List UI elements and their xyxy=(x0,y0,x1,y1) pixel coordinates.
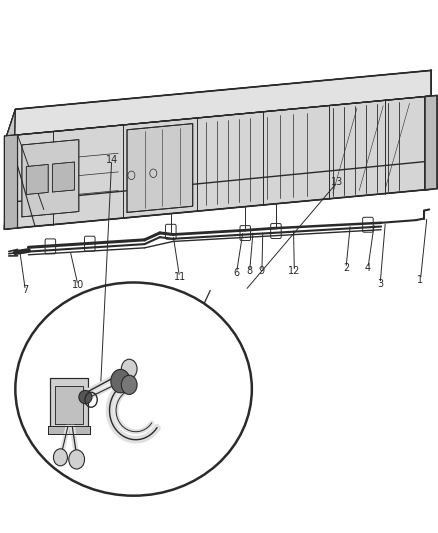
Text: 14: 14 xyxy=(106,155,118,165)
Ellipse shape xyxy=(15,282,252,496)
Text: 4: 4 xyxy=(365,263,371,273)
Text: 3: 3 xyxy=(377,279,383,288)
Polygon shape xyxy=(53,162,74,192)
Text: 2: 2 xyxy=(343,263,349,273)
Text: 11: 11 xyxy=(173,272,186,282)
Text: 13: 13 xyxy=(331,177,343,187)
Polygon shape xyxy=(4,96,431,229)
Circle shape xyxy=(121,359,137,378)
Circle shape xyxy=(69,450,85,469)
Polygon shape xyxy=(26,165,48,195)
Text: 8: 8 xyxy=(247,266,253,276)
Polygon shape xyxy=(7,70,431,136)
Text: 9: 9 xyxy=(259,266,265,276)
Polygon shape xyxy=(4,135,18,229)
Polygon shape xyxy=(22,140,79,217)
Circle shape xyxy=(111,369,130,393)
Polygon shape xyxy=(4,109,15,229)
Polygon shape xyxy=(425,95,437,190)
Text: 12: 12 xyxy=(288,266,300,276)
Polygon shape xyxy=(48,426,90,434)
Polygon shape xyxy=(127,124,193,212)
Polygon shape xyxy=(55,386,83,424)
Ellipse shape xyxy=(79,390,92,404)
Text: 1: 1 xyxy=(417,275,424,285)
Text: 10: 10 xyxy=(72,280,84,290)
Circle shape xyxy=(121,375,137,394)
Text: 7: 7 xyxy=(22,286,28,295)
Polygon shape xyxy=(50,378,88,429)
Circle shape xyxy=(53,449,67,466)
Text: 6: 6 xyxy=(233,268,240,278)
